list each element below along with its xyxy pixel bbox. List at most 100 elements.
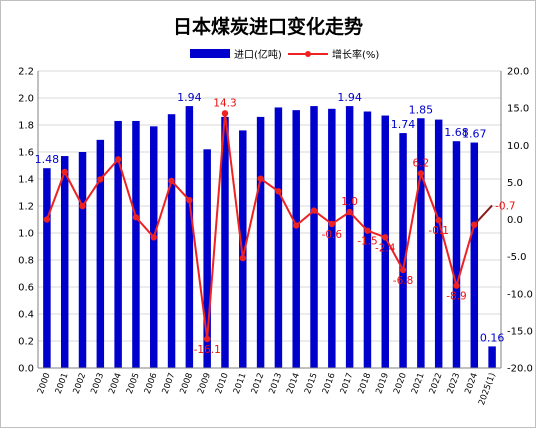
growth-point-2000 xyxy=(43,216,51,223)
growth-point-2020 xyxy=(399,266,407,274)
bar-2003 xyxy=(96,139,105,368)
x-tick-label: 2009 xyxy=(196,372,213,396)
bar-2022 xyxy=(434,119,443,368)
bar-2005 xyxy=(132,120,140,368)
x-tick-label: 2013 xyxy=(267,372,284,396)
x-tick-label: 2023 xyxy=(446,372,463,396)
x-tick-label: 2017 xyxy=(339,372,356,396)
bar-2017 xyxy=(345,106,354,368)
growth-point-2018 xyxy=(364,227,371,234)
growth-point-2015 xyxy=(310,207,318,214)
x-tick-label: 2001 xyxy=(54,372,71,396)
growth-point-2023 xyxy=(453,282,460,289)
growth-point-2007 xyxy=(168,177,175,185)
growth-point-2004 xyxy=(114,156,122,163)
bar-2024 xyxy=(470,142,479,368)
x-tick-label: 2018 xyxy=(356,372,373,396)
x-tick-label: 2005 xyxy=(125,372,142,396)
y-right-tick-label: 20.0 xyxy=(507,67,529,78)
bar-value-label: 1.85 xyxy=(409,103,434,116)
y-left-tick-label: 0.2 xyxy=(18,337,34,348)
bar-value-label: 1.94 xyxy=(337,91,362,104)
bar-2002 xyxy=(78,152,87,368)
bar-2009 xyxy=(203,149,211,368)
bar-2013 xyxy=(274,107,283,368)
y-right-tick-label: -10.0 xyxy=(507,289,533,300)
growth-value-label: -16.1 xyxy=(194,344,221,356)
growth-point-2001 xyxy=(61,168,68,176)
legend-bar-label: 进口(亿吨) xyxy=(234,48,282,61)
x-tick-label: 2002 xyxy=(72,372,89,396)
bar-value-label: 1.94 xyxy=(177,91,202,104)
growth-point-2013 xyxy=(275,188,282,195)
bar-value-label: 1.74 xyxy=(391,118,416,131)
x-tick-label: 2021 xyxy=(410,372,427,396)
y-left-tick-label: 2.2 xyxy=(18,67,34,78)
bar-value-label: 1.48 xyxy=(35,153,60,166)
bar-2025(1) xyxy=(488,346,496,368)
growth-point-2014 xyxy=(293,222,300,229)
growth-value-label: 1.0 xyxy=(341,196,358,208)
legend: 进口(亿吨) 增长率(%) xyxy=(190,48,379,61)
bar-2004 xyxy=(114,120,122,368)
growth-point-2002 xyxy=(79,202,86,210)
line-series xyxy=(43,110,493,343)
x-tick-label: 2010 xyxy=(214,372,231,396)
growth-point-2012 xyxy=(257,175,264,182)
growth-point-2016 xyxy=(328,220,336,228)
y-left-tick-label: 0.8 xyxy=(18,256,34,267)
y-right-tick-label: -5.0 xyxy=(507,252,527,263)
bar-series xyxy=(43,106,496,369)
growth-value-label: -0.7 xyxy=(495,200,516,212)
growth-point-2011 xyxy=(239,254,246,262)
x-tick-label: 2025(1) xyxy=(477,372,498,407)
bar-2000 xyxy=(43,168,51,368)
bar-2020 xyxy=(399,133,407,368)
growth-point-2006 xyxy=(150,234,157,241)
bar-2018 xyxy=(363,111,372,368)
y-right-tick-label: 15.0 xyxy=(507,104,529,115)
bar-2010 xyxy=(221,116,229,369)
growth-point-2008 xyxy=(186,196,193,204)
growth-value-label: -1.5 xyxy=(357,236,378,248)
y-right-tick-label: -20.0 xyxy=(507,364,533,375)
growth-value-label: -8.9 xyxy=(446,291,467,303)
bar-2011 xyxy=(239,130,247,368)
growth-value-label: -0.6 xyxy=(322,229,343,241)
legend-line-label: 增长率(%) xyxy=(332,48,379,61)
growth-trend-segment xyxy=(473,204,493,226)
growth-point-2010 xyxy=(221,110,229,117)
bar-2021 xyxy=(417,118,425,368)
x-tick-label: 2000 xyxy=(36,372,53,396)
legend-bar-swatch xyxy=(190,49,230,58)
bar-2007 xyxy=(167,114,176,368)
growth-value-label: -6.8 xyxy=(393,275,414,287)
x-tick-label: 2008 xyxy=(178,372,195,396)
growth-point-2005 xyxy=(132,214,140,221)
x-tick-label: 2020 xyxy=(392,372,409,396)
y-left-tick-label: 2.0 xyxy=(18,94,34,105)
y-left-tick-label: 0.0 xyxy=(18,364,34,375)
growth-point-2022 xyxy=(435,217,442,224)
y-left-tick-label: 1.8 xyxy=(18,121,34,132)
x-tick-label: 2003 xyxy=(89,372,106,396)
bar-2014 xyxy=(292,110,300,369)
growth-point-2017 xyxy=(346,208,353,216)
y-left-tick-label: 0.4 xyxy=(18,310,34,321)
bar-2001 xyxy=(60,156,69,368)
legend-line-marker xyxy=(305,51,311,57)
bar-2016 xyxy=(328,108,336,369)
y-right-tick-label: 10.0 xyxy=(507,141,529,152)
growth-value-label: -0.1 xyxy=(428,225,449,237)
x-tick-label: 2016 xyxy=(321,372,338,396)
bar-2006 xyxy=(150,126,158,368)
x-tick-label: 2006 xyxy=(143,372,160,396)
bar-2023 xyxy=(452,141,461,368)
x-tick-label: 2015 xyxy=(303,372,320,396)
y-left-tick-label: 1.6 xyxy=(18,148,34,159)
x-tick-label: 2012 xyxy=(250,372,267,396)
y-right-tick-label: 5.0 xyxy=(507,178,523,189)
data-labels: 1.48 1.94 1.94 1.74 1.85 1.681.67 0.16 -16.1 14.… xyxy=(35,91,516,356)
bar-2012 xyxy=(256,116,265,369)
